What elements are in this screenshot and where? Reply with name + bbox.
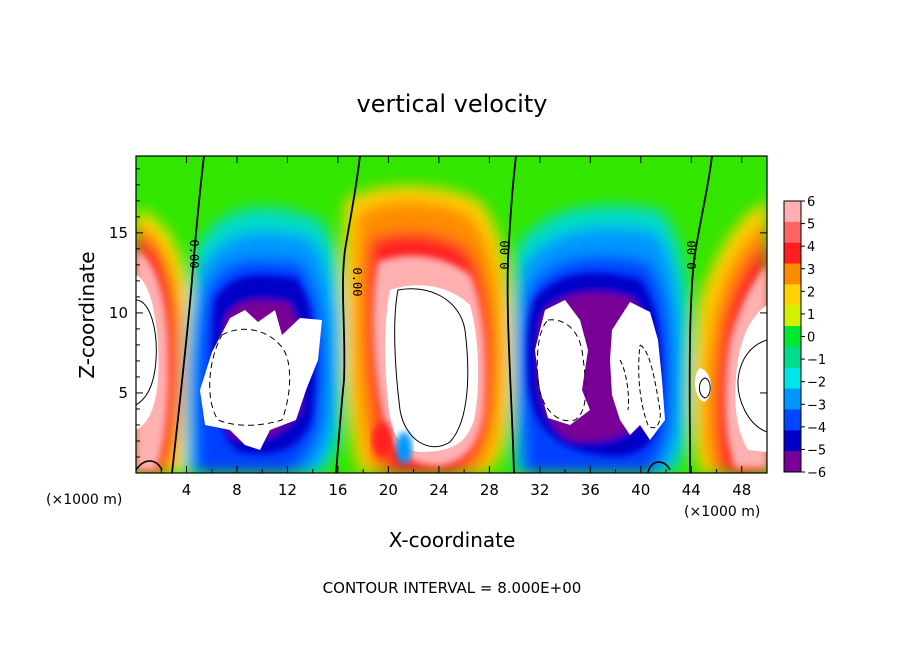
y-tick-label: 5 bbox=[118, 384, 128, 402]
x-unit-label: (×1000 m) bbox=[46, 492, 122, 508]
colorbar-tick-label: −1 bbox=[807, 353, 826, 368]
x-tick-label: 20 bbox=[379, 481, 398, 499]
contour-label: 0.00 bbox=[350, 268, 364, 297]
contour-label: 0.00 bbox=[498, 241, 512, 270]
field-saturated-area bbox=[385, 285, 479, 452]
field-saturated-area bbox=[610, 302, 665, 440]
zero-contour-line bbox=[136, 460, 163, 471]
negative-contour-line bbox=[536, 319, 587, 422]
field-saturated-area bbox=[695, 368, 712, 402]
colorbar-segment bbox=[784, 367, 801, 390]
contour-interval-note: CONTOUR INTERVAL = 8.000E+00 bbox=[323, 579, 582, 597]
x-tick-label: 12 bbox=[278, 481, 297, 499]
contour-lines bbox=[136, 156, 767, 473]
zero-contour-line bbox=[335, 156, 361, 473]
colorbar-tick-label: −3 bbox=[807, 398, 826, 413]
colorbar-tick-label: 0 bbox=[807, 331, 815, 346]
y-tick-label: 15 bbox=[109, 224, 128, 242]
colorbar-segment bbox=[784, 346, 801, 369]
x-tick-label: 8 bbox=[232, 481, 242, 499]
x-tick-label: 48 bbox=[732, 481, 751, 499]
colorbar-segment bbox=[784, 430, 801, 452]
y-axis: 5 10 15 bbox=[109, 168, 767, 458]
colorbar-segment bbox=[784, 201, 801, 223]
colorbar-tick-label: −4 bbox=[807, 421, 826, 436]
positive-contour-line bbox=[698, 377, 711, 399]
x-tick-label: 40 bbox=[631, 481, 650, 499]
colorbar-segment bbox=[784, 263, 801, 285]
contour-labels: 0.00 0.00 0.00 0.00 bbox=[187, 240, 699, 297]
negative-contour-line bbox=[619, 359, 629, 411]
field-downdraft-small bbox=[396, 432, 412, 464]
zero-contour-line bbox=[688, 156, 713, 473]
colorbar-segment bbox=[784, 388, 801, 410]
field-saturated-area bbox=[200, 310, 322, 450]
negative-contour-line bbox=[209, 328, 291, 426]
contour-label: 0.00 bbox=[685, 241, 699, 270]
colorbar-tick-label: 4 bbox=[807, 240, 815, 255]
colorbar-segment bbox=[784, 221, 801, 244]
y-axis-label: Z-coordinate bbox=[75, 251, 99, 378]
colorbar-segment bbox=[784, 451, 801, 473]
zero-contour-line bbox=[506, 156, 517, 473]
zero-contour-line bbox=[647, 461, 671, 473]
x-tick-label: 4 bbox=[182, 481, 192, 499]
colorbar-tick-label: −2 bbox=[807, 376, 826, 391]
contour-label: 0.00 bbox=[187, 240, 201, 269]
colorbar-tick-label: −5 bbox=[807, 443, 826, 458]
colorbar-segment bbox=[784, 305, 801, 327]
colorbar-tick-label: −6 bbox=[807, 466, 826, 481]
colorbar-tick-label: 2 bbox=[807, 285, 815, 300]
positive-contour-line bbox=[737, 339, 767, 433]
positive-contour-line bbox=[136, 299, 157, 406]
colorbar-tick-label: 5 bbox=[807, 218, 815, 233]
colorbar-segment bbox=[784, 409, 801, 431]
field-saturated-area bbox=[535, 300, 590, 425]
velocity-field bbox=[136, 156, 767, 473]
x-tick-label: 32 bbox=[530, 481, 549, 499]
field-updraft-small bbox=[372, 422, 392, 458]
colorbar-segment bbox=[784, 242, 801, 265]
colorbar-segment bbox=[784, 284, 801, 306]
x-tick-label: 44 bbox=[682, 481, 701, 499]
field-saturated-area bbox=[136, 275, 159, 430]
x-axis-label: X-coordinate bbox=[389, 528, 516, 552]
x-unit-label-right: (×1000 m) bbox=[684, 504, 760, 520]
y-tick-label: 10 bbox=[109, 304, 128, 322]
field-saturated-area bbox=[735, 305, 767, 452]
colorbar-segment bbox=[784, 326, 801, 348]
colorbar: 6 5 4 3 2 1 0 −1 −2 −3 −4 −5 −6 bbox=[783, 195, 826, 481]
field-layers bbox=[136, 185, 767, 473]
field-saturated-layer bbox=[136, 275, 767, 452]
plot-frame bbox=[135, 155, 768, 474]
colorbar-tick-label: 3 bbox=[807, 263, 815, 278]
x-axis: 4 8 12 16 20 24 28 32 36 40 44 48 bbox=[160, 156, 751, 499]
x-tick-label: 16 bbox=[328, 481, 347, 499]
x-tick-label: 24 bbox=[429, 481, 448, 499]
colorbar-tick-label: 1 bbox=[807, 308, 815, 323]
positive-contour-line bbox=[394, 288, 469, 448]
x-tick-label: 36 bbox=[581, 481, 600, 499]
x-tick-label: 28 bbox=[480, 481, 499, 499]
zero-contour-line bbox=[171, 156, 205, 473]
colorbar-tick-label: 6 bbox=[807, 195, 815, 210]
chart-title: vertical velocity bbox=[357, 90, 548, 118]
negative-contour-line bbox=[638, 344, 661, 429]
